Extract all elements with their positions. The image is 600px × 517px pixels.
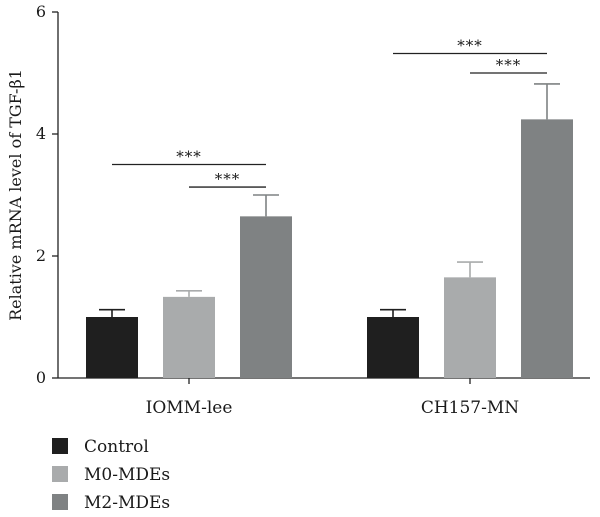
legend-label-m2-mdes: M2-MDEs <box>84 493 170 513</box>
significance-label-1: *** <box>215 170 241 188</box>
bar-ch157-mn-m2-mdes <box>521 119 573 379</box>
bar-iomm-lee-m0-mdes <box>163 296 215 378</box>
y-tick-label-2: 2 <box>36 246 46 265</box>
legend-label-m0-mdes: M0-MDEs <box>84 465 170 485</box>
y-tick-label-0: 0 <box>36 368 46 387</box>
significance-brackets: *** *** *** *** <box>112 36 547 188</box>
axes: 0 2 4 6 IOMM-lee CH157-MN <box>36 2 590 418</box>
legend-swatch-m2-mdes <box>52 494 68 510</box>
bar-iomm-lee-m2-mdes <box>240 216 292 378</box>
significance-label-2: *** <box>457 36 483 54</box>
legend-swatch-control <box>52 438 68 454</box>
legend: Control M0-MDEs M2-MDEs <box>52 437 170 513</box>
x-tick-label-CH157-MN: CH157-MN <box>421 398 519 418</box>
legend-swatch-m0-mdes <box>52 466 68 482</box>
bar-ch157-mn-m0-mdes <box>444 277 496 378</box>
bars <box>86 83 573 379</box>
x-tick-label-IOMM-lee: IOMM-lee <box>146 398 233 418</box>
legend-label-control: Control <box>84 437 149 457</box>
y-tick-label-4: 4 <box>36 124 46 143</box>
y-tick-label-6: 6 <box>36 2 46 21</box>
y-axis-label: Relative mRNA level of TGF-β1 <box>6 69 25 321</box>
bar-ch157-mn-control <box>367 317 419 378</box>
bar-iomm-lee-control <box>86 317 138 378</box>
significance-label-3: *** <box>496 56 522 74</box>
significance-label-0: *** <box>176 148 202 166</box>
